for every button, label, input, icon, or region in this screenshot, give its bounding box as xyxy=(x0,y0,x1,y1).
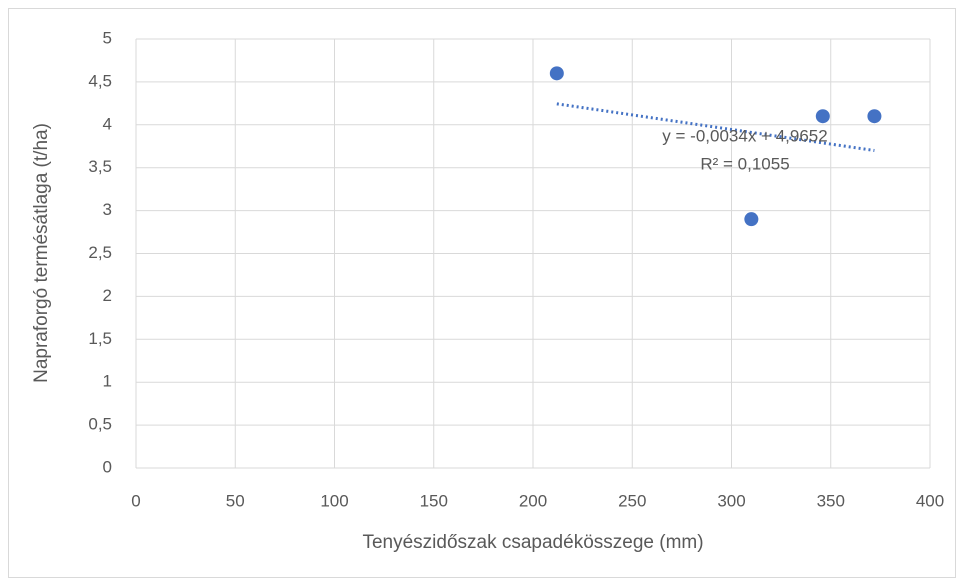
y-tick-label: 1 xyxy=(103,372,112,391)
y-tick-label: 3,5 xyxy=(88,157,112,176)
x-tick-label: 350 xyxy=(817,491,845,510)
x-tick-label: 0 xyxy=(131,491,140,510)
y-tick-label: 2 xyxy=(103,286,112,305)
y-tick-label: 5 xyxy=(103,28,112,47)
point xyxy=(815,109,830,124)
point xyxy=(744,212,759,227)
trendline xyxy=(556,102,875,152)
x-tick-label: 250 xyxy=(618,491,646,510)
y-tick-label: 1,5 xyxy=(88,329,112,348)
y-tick-label: 4,5 xyxy=(88,71,112,90)
y-tick-label: 3 xyxy=(103,200,112,219)
trendline-equation: y = -0,0034x + 4,9652 xyxy=(662,126,827,145)
x-tick-label: 100 xyxy=(320,491,348,510)
x-tick-label: 200 xyxy=(519,491,547,510)
x-tick-label: 300 xyxy=(717,491,745,510)
y-tick-label: 2,5 xyxy=(88,243,112,262)
y-tick-label: 4 xyxy=(103,114,112,133)
x-tick-label: 400 xyxy=(916,491,944,510)
x-axis-title: Tenyészidőszak csapadékösszege (mm) xyxy=(362,532,703,553)
y-axis-title: Napraforgó termésátlaga (t/ha) xyxy=(31,123,52,383)
y-tick-label: 0 xyxy=(103,457,112,476)
point xyxy=(867,109,882,124)
point xyxy=(549,66,564,81)
x-tick-label: 50 xyxy=(226,491,245,510)
x-tick-label: 150 xyxy=(420,491,448,510)
chart-frame xyxy=(8,8,956,578)
y-tick-label: 0,5 xyxy=(88,415,112,434)
trendline-r2: R² = 0,1055 xyxy=(700,154,789,173)
